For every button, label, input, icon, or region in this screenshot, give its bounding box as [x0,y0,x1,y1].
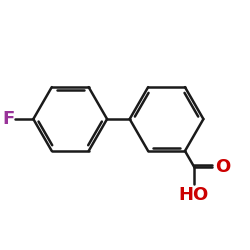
Text: HO: HO [178,186,208,204]
Text: F: F [2,110,14,128]
Text: O: O [215,158,230,176]
